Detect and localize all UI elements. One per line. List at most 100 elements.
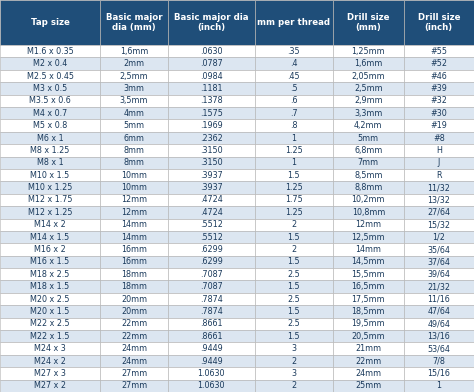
Text: 16,5mm: 16,5mm bbox=[352, 282, 385, 291]
Text: 3,5mm: 3,5mm bbox=[120, 96, 148, 105]
Text: Basic major dia
(inch): Basic major dia (inch) bbox=[174, 13, 248, 32]
Bar bbox=[0, 243, 100, 256]
Bar bbox=[168, 355, 255, 367]
Bar bbox=[168, 144, 255, 156]
Text: 7mm: 7mm bbox=[358, 158, 379, 167]
Bar bbox=[168, 94, 255, 107]
Text: #46: #46 bbox=[430, 72, 447, 80]
Bar bbox=[333, 132, 403, 144]
Bar bbox=[403, 58, 474, 70]
Bar bbox=[333, 120, 403, 132]
Text: .1575: .1575 bbox=[200, 109, 223, 118]
Bar bbox=[255, 318, 333, 330]
Text: 25mm: 25mm bbox=[355, 381, 382, 390]
Text: 27mm: 27mm bbox=[121, 369, 147, 378]
Bar bbox=[100, 70, 168, 82]
Bar bbox=[168, 70, 255, 82]
Text: 19,5mm: 19,5mm bbox=[352, 319, 385, 328]
Text: .6: .6 bbox=[290, 96, 298, 105]
Text: .7: .7 bbox=[290, 109, 298, 118]
Bar bbox=[0, 181, 100, 194]
Bar bbox=[168, 330, 255, 343]
Text: 11/32: 11/32 bbox=[428, 183, 450, 192]
Text: 2mm: 2mm bbox=[124, 59, 145, 68]
Text: 1.5: 1.5 bbox=[288, 282, 300, 291]
Bar bbox=[403, 120, 474, 132]
Bar bbox=[168, 156, 255, 169]
Bar bbox=[255, 293, 333, 305]
Bar bbox=[100, 293, 168, 305]
Bar bbox=[0, 0, 100, 45]
Text: .6299: .6299 bbox=[200, 258, 223, 267]
Bar bbox=[100, 206, 168, 218]
Text: 18mm: 18mm bbox=[121, 270, 147, 279]
Bar bbox=[255, 181, 333, 194]
Text: M6 x 1: M6 x 1 bbox=[37, 134, 64, 143]
Bar bbox=[0, 293, 100, 305]
Text: 21mm: 21mm bbox=[356, 344, 382, 353]
Text: 1.5: 1.5 bbox=[288, 171, 300, 180]
Text: 20mm: 20mm bbox=[121, 307, 147, 316]
Text: .7087: .7087 bbox=[200, 270, 223, 279]
Bar bbox=[0, 379, 100, 392]
Text: .2362: .2362 bbox=[200, 134, 223, 143]
Bar bbox=[100, 181, 168, 194]
Text: 2,9mm: 2,9mm bbox=[354, 96, 383, 105]
Bar bbox=[0, 219, 100, 231]
Bar bbox=[255, 281, 333, 293]
Text: 1.0630: 1.0630 bbox=[198, 381, 225, 390]
Bar bbox=[168, 343, 255, 355]
Bar bbox=[403, 156, 474, 169]
Text: 2,5mm: 2,5mm bbox=[120, 72, 148, 80]
Text: 39/64: 39/64 bbox=[428, 270, 450, 279]
Bar bbox=[100, 330, 168, 343]
Bar bbox=[333, 58, 403, 70]
Text: .9449: .9449 bbox=[200, 357, 223, 365]
Bar bbox=[0, 107, 100, 120]
Bar bbox=[333, 268, 403, 281]
Text: 11/16: 11/16 bbox=[428, 294, 450, 303]
Bar bbox=[403, 132, 474, 144]
Bar bbox=[403, 82, 474, 94]
Text: 15,5mm: 15,5mm bbox=[352, 270, 385, 279]
Text: 1.5: 1.5 bbox=[288, 332, 300, 341]
Text: 13/32: 13/32 bbox=[428, 196, 450, 205]
Text: .3150: .3150 bbox=[200, 158, 223, 167]
Text: .1181: .1181 bbox=[200, 84, 222, 93]
Text: 1: 1 bbox=[292, 158, 296, 167]
Text: #32: #32 bbox=[430, 96, 447, 105]
Bar bbox=[403, 0, 474, 45]
Text: 7/8: 7/8 bbox=[432, 357, 445, 365]
Bar bbox=[333, 243, 403, 256]
Text: #19: #19 bbox=[430, 121, 447, 130]
Bar bbox=[333, 355, 403, 367]
Bar bbox=[0, 94, 100, 107]
Text: M8 x 1.25: M8 x 1.25 bbox=[30, 146, 70, 155]
Bar bbox=[168, 219, 255, 231]
Text: M18 x 2.5: M18 x 2.5 bbox=[30, 270, 70, 279]
Text: 10,8mm: 10,8mm bbox=[352, 208, 385, 217]
Text: .8: .8 bbox=[290, 121, 298, 130]
Text: 49/64: 49/64 bbox=[428, 319, 450, 328]
Text: .35: .35 bbox=[288, 47, 300, 56]
Bar bbox=[0, 330, 100, 343]
Bar bbox=[168, 281, 255, 293]
Text: .1378: .1378 bbox=[200, 96, 223, 105]
Bar bbox=[0, 58, 100, 70]
Text: 8mm: 8mm bbox=[124, 158, 145, 167]
Text: 18mm: 18mm bbox=[121, 282, 147, 291]
Bar bbox=[403, 107, 474, 120]
Bar bbox=[255, 132, 333, 144]
Bar bbox=[255, 268, 333, 281]
Bar bbox=[0, 156, 100, 169]
Bar bbox=[333, 169, 403, 181]
Bar bbox=[100, 367, 168, 379]
Bar bbox=[100, 268, 168, 281]
Text: 35/64: 35/64 bbox=[428, 245, 450, 254]
Bar bbox=[403, 231, 474, 243]
Bar bbox=[168, 0, 255, 45]
Text: #52: #52 bbox=[430, 59, 447, 68]
Text: 24mm: 24mm bbox=[121, 344, 147, 353]
Text: 1,25mm: 1,25mm bbox=[352, 47, 385, 56]
Bar bbox=[255, 256, 333, 268]
